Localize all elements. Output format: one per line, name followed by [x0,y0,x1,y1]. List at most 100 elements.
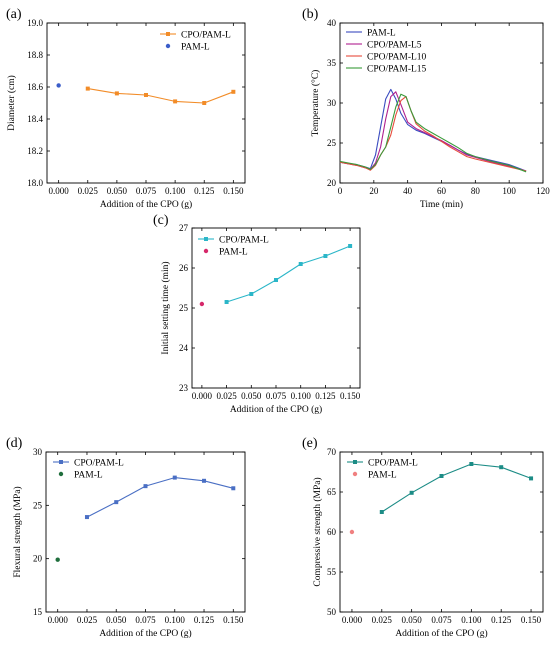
x-tick-label: 0.075 [135,615,156,625]
data-point-square [202,478,207,483]
x-axis-title: Addition of the CPO (g) [99,628,191,639]
y-tick-label: 35 [327,58,337,68]
legend-swatch-circle [352,471,358,477]
legend-swatch-circle [203,248,209,254]
legend-label: CPO/PAM-L5 [367,41,422,51]
data-point-square [499,465,504,470]
y-tick-label: 18.8 [27,50,43,60]
data-point-square [85,86,90,91]
legend-swatch-square [166,32,170,36]
x-tick-label: 0.075 [266,391,287,401]
x-tick-label: 0.125 [194,615,215,625]
series-line-0 [339,88,527,172]
data-point-square [231,486,236,491]
x-tick-label: 0.025 [77,615,98,625]
series-line-0 [381,463,532,513]
x-tick-label: 0.100 [291,391,312,401]
data-point-square [114,91,119,96]
x-tick-label: 0.150 [223,615,244,625]
y-tick-label: 30 [33,447,43,457]
legend-label: CPO/PAM-L15 [367,65,427,75]
y-tick-label: 18.4 [27,114,43,124]
x-tick-label: 0.000 [342,615,363,625]
legend-swatch-circle [58,471,64,477]
y-axis-title: Initial setting time (min) [160,261,171,354]
legend-label: PAM-L [181,43,210,53]
x-axis-title: Addition of the CPO (g) [395,628,487,639]
x-tick-label: 0.125 [194,186,215,196]
data-point-square [202,101,207,105]
legend: CPO/PAM-L PAM-L [53,459,124,481]
data-point-square [173,99,178,104]
data-point-square [144,93,148,97]
legend: CPO/PAM-L PAM-L [347,459,418,481]
y-axis-title: Temperature (°C) [310,70,321,137]
x-tick-label: 0.050 [241,391,262,401]
chart-panel-2: (c) 0.000 0.025 0.050 0.075 0.100 0.125 0.150 23… [153,213,361,415]
legend-label: PAM-L [74,471,103,481]
panel-label: (c) [153,213,169,228]
data-point-square [348,244,353,248]
x-tick-label: 0 [338,186,343,196]
y-tick-label: 30 [327,98,337,108]
data-point-square [231,89,236,94]
legend-label: CPO/PAM-L [368,459,418,469]
panel-label: (d) [6,436,23,451]
y-tick-label: 55 [327,567,337,577]
data-point-square [409,490,414,495]
y-tick-label: 25 [33,500,43,510]
legend-label: PAM-L [367,29,396,39]
y-axis-title: Compressive strength (MPa) [312,477,323,586]
legend-swatch-square [204,237,208,241]
data-point-square [274,278,278,282]
legend-label: CPO/PAM-L [219,236,269,246]
x-tick-label: 0.000 [48,615,69,625]
legend: PAM-L CPO/PAM-L5 CPO/PAM-L10 CPO/PAM-L15 [346,29,427,75]
x-tick-label: 0.150 [521,615,542,625]
x-tick-label: 0.100 [461,615,482,625]
y-tick-label: 26 [179,263,189,273]
x-tick-label: 40 [403,186,413,196]
x-axis-title: Addition of the CPO (g) [230,404,322,415]
legend-label: PAM-L [219,248,248,258]
panel-label: (e) [302,436,318,451]
x-tick-label: 0.000 [192,391,213,401]
x-tick-label: 120 [536,186,550,196]
x-tick-label: 0.125 [315,391,336,401]
data-point-square [379,510,384,514]
series-line-1 [339,91,527,172]
x-tick-label: 0.100 [165,615,186,625]
legend-label: CPO/PAM-L10 [367,53,427,63]
x-tick-label: 60 [437,186,447,196]
x-tick-label: 20 [369,186,379,196]
data-point-square [439,474,444,478]
chart-panel-0: (a) 0.000 0.025 0.050 0.075 0.100 0.125 0.150 18… [6,7,246,210]
data-point-square [529,476,534,481]
y-tick-label: 15 [33,607,43,617]
data-point-square [469,462,474,466]
x-tick-label: 0.075 [431,615,452,625]
x-tick-label: 0.025 [216,391,237,401]
panel-label: (a) [6,7,22,22]
y-axis-title: Flexural strength (MPa) [12,486,23,577]
x-tick-label: 0.025 [372,615,393,625]
legend-swatch-circle [165,43,171,49]
data-point-square [298,262,303,266]
x-tick-label: 0.075 [136,186,157,196]
data-point-square [172,475,177,480]
data-point-square [114,500,119,505]
legend-label: CPO/PAM-L [74,459,124,469]
y-tick-label: 18.0 [27,178,43,188]
y-tick-label: 25 [179,303,189,313]
y-tick-label: 70 [327,447,337,457]
x-tick-label: 0.125 [491,615,512,625]
data-point-circle [56,83,61,88]
data-point-circle [349,529,355,535]
data-point-square [323,254,328,258]
x-tick-label: 100 [502,186,516,196]
y-axis-title: Diameter (cm) [6,75,17,131]
x-tick-label: 0.050 [106,615,127,625]
y-tick-label: 19.0 [27,18,43,28]
